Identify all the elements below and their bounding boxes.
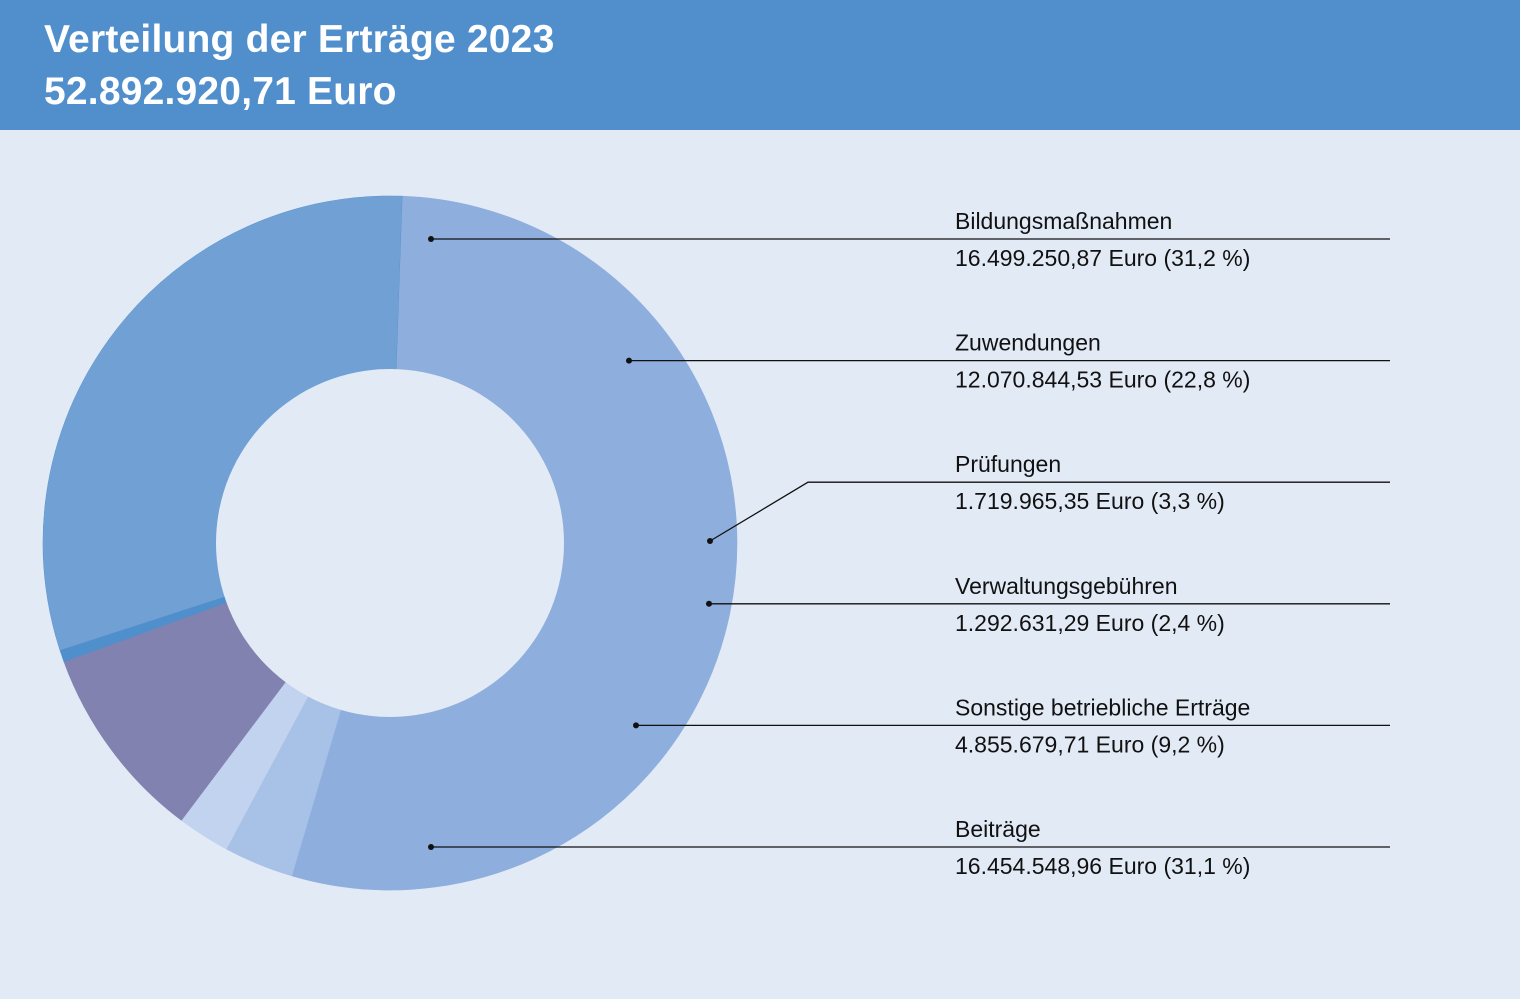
leader-line-pruefungen	[709, 481, 1390, 542]
legend-name-verwaltungsgebuehren: Verwaltungsgebühren	[955, 573, 1178, 599]
leader-dot-verwaltungsgebuehren	[706, 600, 712, 607]
legend-value-zuwendungen: 12.070.844,53 Euro (22,8 %)	[955, 367, 1250, 393]
legend-name-pruefungen: Prüfungen	[955, 451, 1061, 477]
legend-value-verwaltungsgebuehren: 1.292.631,29 Euro (2,4 %)	[955, 610, 1225, 636]
legend-name-bildungsmassnahmen: Bildungsmaßnahmen	[955, 208, 1172, 234]
leader-dot-sonstige-betriebliche-ertraege	[633, 722, 639, 729]
header-bar: Verteilung der Erträge 2023 52.892.920,7…	[0, 0, 1520, 130]
leader-dot-beitraege	[428, 844, 434, 850]
leader-dot-bildungsmassnahmen	[428, 236, 434, 242]
donut-hole	[216, 369, 564, 717]
legend-name-sonstige-betriebliche-ertraege: Sonstige betriebliche Erträge	[955, 694, 1250, 720]
legend-labels: Bildungsmaßnahmen 16.499.250,87 Euro (31,…	[428, 208, 1390, 879]
chart-total: 52.892.920,71 Euro	[44, 70, 397, 113]
chart-title: Verteilung der Erträge 2023	[44, 18, 555, 61]
legend-value-pruefungen: 1.719.965,35 Euro (3,3 %)	[955, 488, 1225, 514]
legend-value-beitraege: 16.454.548,96 Euro (31,1 %)	[955, 853, 1250, 879]
legend-value-bildungsmassnahmen: 16.499.250,87 Euro (31,2 %)	[955, 245, 1250, 271]
legend-name-zuwendungen: Zuwendungen	[955, 330, 1101, 356]
leader-dot-pruefungen	[707, 538, 713, 544]
legend-name-beitraege: Beiträge	[955, 816, 1041, 842]
legend-value-sonstige-betriebliche-ertraege: 4.855.679,71 Euro (9,2 %)	[955, 731, 1225, 757]
leader-dot-zuwendungen	[626, 357, 632, 364]
